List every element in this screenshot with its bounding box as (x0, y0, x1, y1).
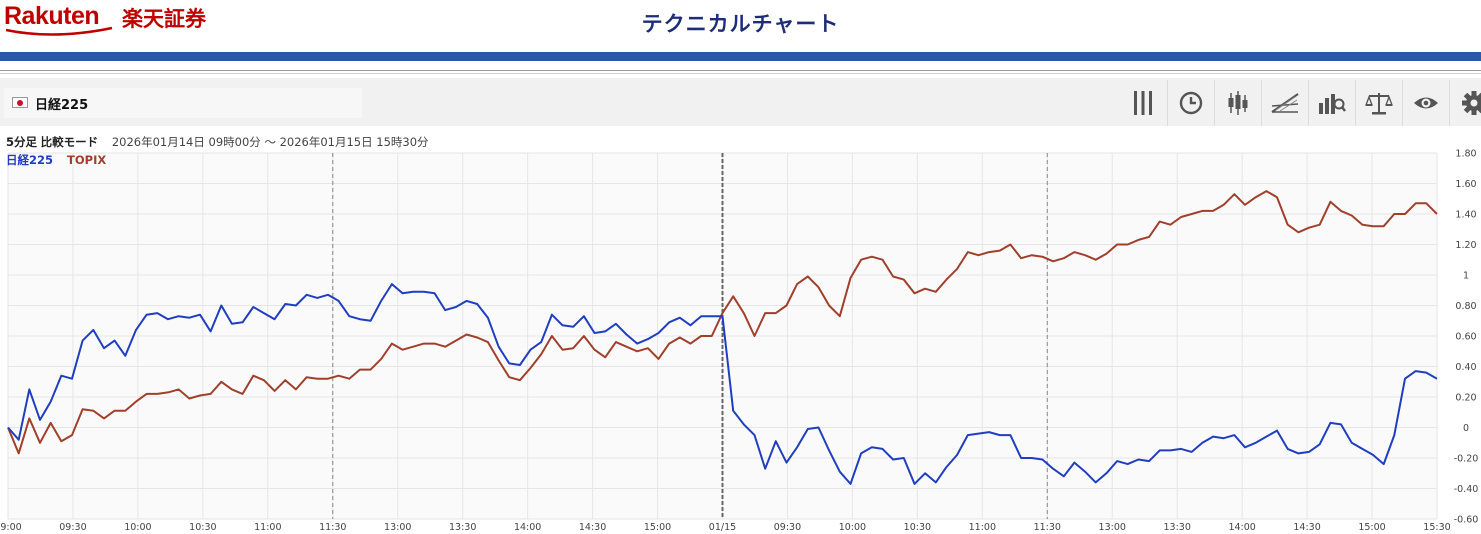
series-line-topix (7, 190, 1438, 455)
mode-label: 比較モード (40, 135, 99, 149)
chart-legend: 日経225 TOPIX (6, 152, 106, 168)
y-tick-label: -0.60 (1454, 515, 1479, 526)
x-tick-label: 15:30 (1423, 522, 1450, 533)
x-tick-label: 11:30 (319, 522, 346, 533)
x-tick-label: 10:00 (839, 522, 866, 533)
chart-info: 5分足 比較モード 2026年01月14日 09時00分 ～ 2026年01月1… (6, 134, 429, 150)
divider (0, 73, 1481, 74)
x-tick-label: 13:30 (1163, 522, 1190, 533)
x-tick-label: 01/15 (709, 522, 736, 533)
eye-icon[interactable] (1402, 80, 1449, 126)
x-tick-label: 14:30 (579, 522, 606, 533)
x-tick-label: 14:00 (514, 522, 541, 533)
chart-search-icon[interactable] (1308, 80, 1355, 126)
y-tick-label: -0.20 (1454, 454, 1479, 465)
header-band (0, 52, 1481, 61)
y-tick-label: 0.60 (1455, 332, 1476, 343)
logo-text: Rakuten (4, 2, 100, 30)
x-tick-label: 11:00 (969, 522, 996, 533)
x-tick-label: 13:30 (449, 522, 476, 533)
logo-swoosh-icon (5, 26, 113, 36)
x-tick-label: 14:00 (1228, 522, 1255, 533)
y-tick-label: 0 (1463, 423, 1469, 434)
x-tick-label: 11:00 (254, 522, 281, 533)
comparison-line-chart: 1.80 1.60 1.40 1.20 1 0.80 0.60 0.40 0.20 0 -0.20 -… (0, 149, 1479, 534)
x-tick-label: 14:30 (1293, 522, 1320, 533)
date-range: 2026年01月14日 09時00分 ～ 2026年01月15日 15時30分 (111, 135, 429, 149)
x-tick-label: 15:00 (644, 522, 671, 533)
timeframe-label: 5分足 (6, 135, 38, 149)
y-tick-label: -0.40 (1454, 484, 1479, 495)
x-tick-label: 13:00 (1099, 522, 1126, 533)
symbol-selector[interactable] (4, 88, 362, 118)
x-tick-label: 10:00 (124, 522, 151, 533)
x-tick-label: 10:30 (189, 522, 216, 533)
page-title: テクニカルチャート (641, 12, 840, 36)
balance-scale-icon[interactable] (1355, 80, 1402, 126)
japan-flag-icon (12, 97, 28, 108)
x-tick-label: 15:00 (1358, 522, 1385, 533)
y-tick-label: 0.80 (1455, 301, 1476, 312)
trendline-icon[interactable] (1261, 80, 1308, 126)
y-tick-label: 1.20 (1455, 240, 1476, 251)
legend-nikkei225: 日経225 (6, 153, 54, 167)
x-tick-label: 09:00 (0, 522, 22, 533)
y-tick-label: 0.20 (1455, 393, 1476, 404)
legend-topix: TOPIX (67, 153, 107, 167)
series-line-nikkei225 (7, 283, 1438, 485)
x-tick-label: 10:30 (904, 522, 931, 533)
x-tick-label: 13:00 (384, 522, 411, 533)
symbol-name: 日経225 (35, 98, 89, 113)
y-tick-label: 1.40 (1455, 210, 1476, 221)
x-tick-label: 11:30 (1034, 522, 1061, 533)
clock-icon[interactable] (1167, 80, 1214, 126)
gear-icon[interactable] (1449, 80, 1481, 126)
x-tick-label: 09:30 (59, 522, 86, 533)
divider (0, 70, 1481, 71)
y-tick-label: 1.60 (1455, 179, 1476, 190)
logo-subtext: 楽天証券 (122, 7, 206, 31)
y-tick-label: 1 (1463, 271, 1469, 282)
candlestick-icon[interactable] (1214, 80, 1261, 126)
y-tick-label: 1.80 (1455, 149, 1476, 160)
y-tick-label: 0.40 (1455, 362, 1476, 373)
x-tick-label: 09:30 (774, 522, 801, 533)
columns-icon[interactable] (1120, 80, 1166, 126)
